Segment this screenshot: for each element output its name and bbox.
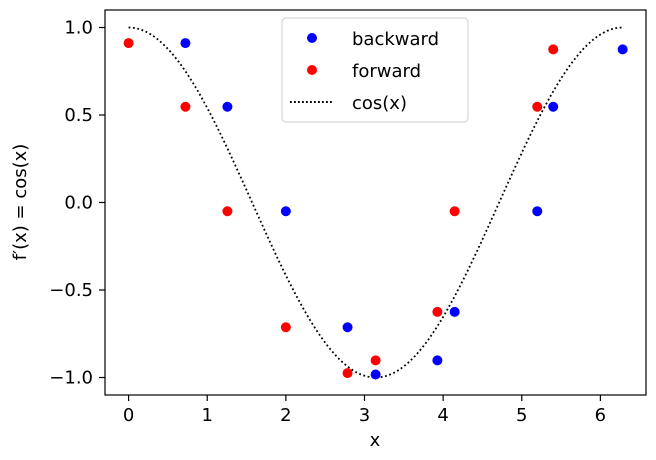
x-tick-label: 3: [359, 405, 370, 426]
cos-curve: [128, 26, 623, 379]
backward-point: [342, 322, 353, 333]
forward-point: [222, 206, 233, 217]
backward-point: [449, 306, 460, 317]
forward-point: [180, 101, 191, 112]
y-axis: −1.0 −0.5 0.0 0.5 1.0: [49, 18, 105, 389]
backward-point: [432, 355, 443, 366]
legend-label-forward: forward: [352, 61, 421, 82]
x-axis: 0 1 2 3 4 5 6: [123, 395, 606, 426]
legend: backward forward cos(x): [281, 17, 469, 123]
backward-point: [532, 206, 543, 217]
points-layer: [123, 38, 628, 380]
x-tick-label: 2: [280, 405, 291, 426]
forward-point: [449, 206, 460, 217]
backward-point: [370, 369, 381, 380]
legend-box: [281, 17, 469, 123]
forward-point: [548, 44, 559, 55]
x-tick-label: 5: [516, 405, 527, 426]
x-axis-label: x: [370, 430, 381, 451]
x-tick-label: 0: [123, 405, 134, 426]
forward-point: [280, 322, 291, 333]
legend-label-cos: cos(x): [352, 93, 407, 114]
backward-point: [548, 101, 559, 112]
y-tick-label: −1.0: [49, 368, 93, 389]
forward-point: [123, 38, 134, 49]
legend-marker-backward: [307, 33, 317, 43]
forward-point: [370, 355, 381, 366]
backward-point: [617, 44, 628, 55]
backward-point: [180, 38, 191, 49]
forward-point: [432, 306, 443, 317]
forward-point: [342, 368, 353, 379]
y-axis-label: f′(x) = cos(x): [10, 144, 31, 261]
x-tick-label: 1: [201, 405, 212, 426]
y-tick-label: 1.0: [64, 18, 93, 39]
y-tick-label: 0.0: [64, 193, 93, 214]
y-tick-label: 0.5: [64, 105, 93, 126]
x-tick-label: 6: [595, 405, 606, 426]
legend-marker-forward: [307, 65, 317, 75]
x-tick-label: 4: [437, 405, 448, 426]
backward-point: [222, 101, 233, 112]
y-tick-label: −0.5: [49, 280, 93, 301]
curve-layer: [128, 26, 623, 379]
backward-point: [280, 206, 291, 217]
forward-point: [532, 101, 543, 112]
legend-label-backward: backward: [352, 29, 439, 50]
